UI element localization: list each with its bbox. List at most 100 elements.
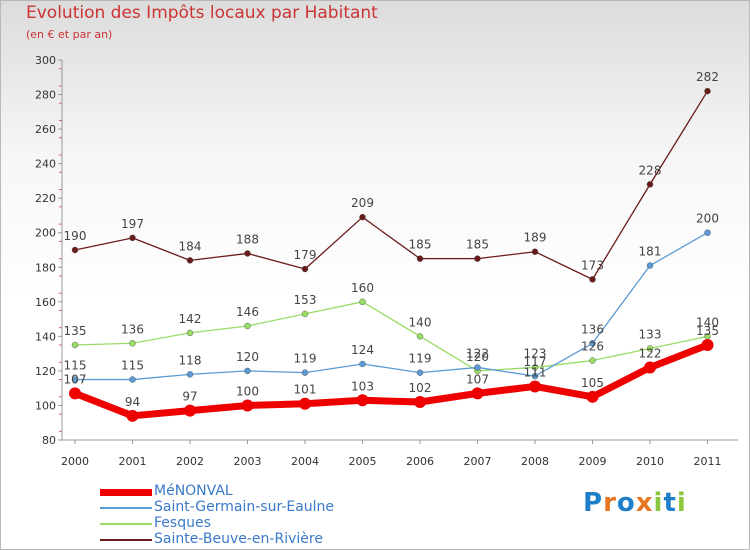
data-point [471,387,484,400]
data-label: 181 [639,245,662,259]
x-tick-label: 2002 [176,455,204,468]
chart-subtitle: (en € et par an) [26,28,113,41]
y-tick-label: 180 [35,261,56,274]
data-point [129,340,136,347]
legend-swatch [100,539,152,541]
x-tick-label: 2009 [579,455,607,468]
data-point [69,387,81,400]
data-point [474,364,481,371]
data-label: 188 [236,232,259,246]
y-tick-label: 100 [35,399,56,412]
data-label: 94 [125,395,140,409]
x-tick-label: 2000 [61,455,89,468]
data-label: 115 [121,359,144,373]
data-point [589,340,596,347]
data-label: 107 [466,372,489,386]
data-label: 126 [581,340,604,354]
data-label: 146 [236,305,259,319]
data-label: 122 [466,346,489,360]
data-label: 153 [294,293,317,307]
data-label: 122 [639,346,662,360]
data-point [299,397,311,410]
logo-letter: i [653,488,664,518]
x-tick-label: 2003 [234,455,262,468]
legend-swatch [100,488,152,496]
data-point [701,339,714,351]
data-label: 120 [236,350,259,364]
legend-item: Fesques [100,515,400,532]
data-point [416,333,424,340]
x-tick-label: 2004 [291,455,319,468]
data-label: 97 [182,390,197,404]
data-point [301,265,309,273]
data-label: 100 [236,384,259,398]
data-point [184,404,196,417]
data-label: 190 [64,229,87,243]
data-label: 140 [696,315,719,329]
data-point [129,376,136,383]
proxiti-logo: Proxiti [583,488,687,518]
y-tick-label: 80 [42,434,56,447]
data-point [244,367,251,375]
logo-letter: r [603,488,617,518]
data-label: 200 [696,212,719,226]
data-label: 136 [121,322,144,336]
data-label: 101 [294,383,317,397]
data-point [301,369,309,376]
data-point [359,298,366,306]
legend: MéNONVAL Saint-Germain-sur-Eaulne Fesque… [100,483,400,548]
x-tick-label: 2005 [349,455,377,468]
data-point [414,396,426,408]
x-tick-label: 2006 [406,455,434,468]
legend-item: Sainte-Beuve-en-Rivière [100,531,400,548]
data-label: 135 [696,324,719,338]
data-point [186,371,194,378]
data-label: 140 [409,315,432,329]
data-label: 160 [351,281,374,295]
data-point [531,364,539,371]
data-point [704,87,711,95]
y-tick-label: 220 [35,192,56,205]
data-label: 184 [179,239,202,253]
legend-label: MéNONVAL [154,483,233,499]
data-label: 142 [179,312,202,326]
data-label: 133 [639,327,662,341]
y-tick-label: 300 [35,54,56,67]
data-point [704,229,711,236]
data-label: 117 [524,355,547,369]
data-label: 228 [639,163,662,177]
x-tick-label: 2010 [636,455,664,468]
y-tick-label: 120 [35,365,56,378]
data-point [416,255,424,262]
data-label: 119 [294,352,317,366]
data-point [589,276,596,283]
data-label: 111 [524,365,547,379]
data-label: 102 [409,381,432,395]
legend-swatch [100,523,152,525]
data-point [644,361,656,374]
data-point [71,246,79,254]
data-label: 124 [351,343,374,357]
y-tick-label: 260 [35,123,56,136]
x-tick-label: 2011 [694,455,722,468]
data-point [244,322,251,330]
data-point [646,262,654,269]
data-point [244,250,251,257]
series-line [74,301,709,372]
data-point [589,357,596,364]
data-point [241,399,254,412]
data-label: 118 [179,353,202,367]
data-label: 173 [581,258,604,272]
data-point [646,181,654,188]
y-tick-label: 200 [35,227,56,240]
logo-letter: o [616,488,636,518]
data-label: 135 [64,324,87,338]
data-label: 120 [466,350,489,364]
data-point [359,360,366,368]
x-tick-label: 2007 [464,455,492,468]
chart-title: Evolution des Impôts locaux par Habitant [26,3,378,23]
data-point [71,376,79,383]
data-point [126,409,139,422]
data-label: 115 [64,359,87,373]
